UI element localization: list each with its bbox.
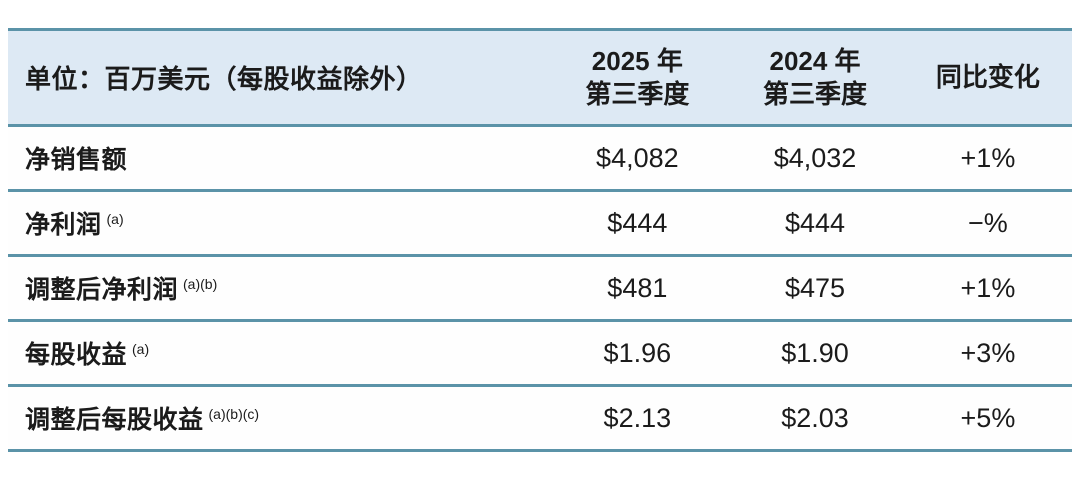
value-2025-q3: $4,082 (596, 142, 679, 173)
value-yoy-change: +5% (960, 402, 1016, 433)
metric-name: 净利润 (25, 211, 102, 239)
row-label: 净销售额 (8, 140, 549, 176)
value-yoy-change: +3% (960, 337, 1016, 368)
value-2025-q3: $2.13 (603, 402, 672, 433)
table-header-row: 单位：百万美元（每股收益除外） 2025 年 第三季度 2024 年 第三季度 … (8, 28, 1072, 127)
column-header-2024-line2: 第三季度 (763, 78, 868, 109)
value-2024-q3: $4,032 (773, 142, 857, 173)
metric-name: 调整后每股收益 (25, 406, 204, 434)
row-label: 每股收益 (a) (8, 335, 549, 371)
value-2024-q3: $444 (784, 207, 846, 238)
metric-name: 净销售额 (25, 146, 128, 174)
column-header-2025-line2: 第三季度 (585, 78, 690, 109)
value-2024-q3: $475 (784, 272, 846, 303)
value-2024-q3: $1.90 (781, 337, 849, 368)
quarterly-results-table: 单位：百万美元（每股收益除外） 2025 年 第三季度 2024 年 第三季度 … (8, 28, 1072, 452)
column-header-2025-line1: 2025 年 (591, 45, 683, 76)
footnote-marker: (a) (106, 210, 124, 227)
value-2024-q3: $2.03 (781, 402, 849, 433)
table-row-net-sales: 净销售额 $4,082 $4,032 +1% (8, 127, 1072, 192)
value-2025-q3: $1.96 (603, 337, 672, 368)
value-2025-q3: $444 (607, 207, 668, 238)
unit-label: 单位：百万美元（每股收益除外） (25, 64, 423, 94)
value-yoy-change: −% (968, 207, 1008, 238)
row-label: 净利润 (a) (8, 205, 549, 241)
column-header-2024-q3: 2024 年 第三季度 (726, 45, 904, 111)
value-yoy-change: +1% (960, 142, 1016, 173)
value-2025-q3: $481 (607, 272, 668, 303)
footnote-marker: (a) (132, 340, 150, 357)
row-label: 调整后每股收益 (a)(b)(c) (8, 400, 549, 436)
row-label: 调整后净利润 (a)(b) (8, 270, 549, 306)
column-header-2024-line1: 2024 年 (769, 45, 861, 76)
column-header-2025-q3: 2025 年 第三季度 (549, 45, 727, 111)
table-row-net-income: 净利润 (a) $444 $444 −% (8, 192, 1072, 257)
footnote-marker: (a)(b) (183, 275, 218, 292)
metric-name: 每股收益 (25, 341, 128, 369)
value-yoy-change: +1% (960, 272, 1016, 303)
table-row-eps: 每股收益 (a) $1.96 $1.90 +3% (8, 322, 1072, 387)
metric-name: 调整后净利润 (25, 276, 179, 304)
column-header-yoy-change: 同比变化 (935, 62, 1040, 92)
table-row-adjusted-net-income: 调整后净利润 (a)(b) $481 $475 +1% (8, 257, 1072, 322)
table-row-adjusted-eps: 调整后每股收益 (a)(b)(c) $2.13 $2.03 +5% (8, 387, 1072, 452)
footnote-marker: (a)(b)(c) (208, 405, 260, 422)
